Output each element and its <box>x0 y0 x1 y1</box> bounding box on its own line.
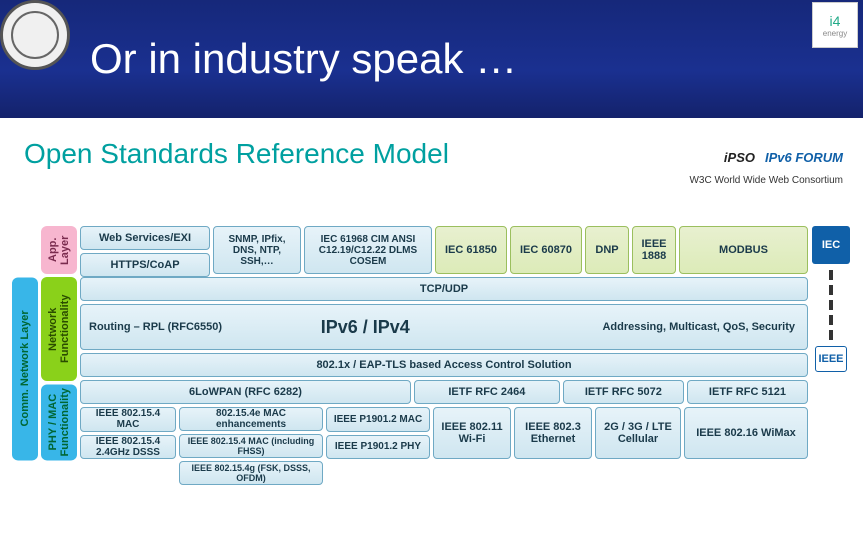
partner-logos: iPSO IPv6 FORUM W3C World Wide Web Conso… <box>643 150 843 186</box>
diagram-grid: Web Services/EXI HTTPS/CoAP SNMP, IPfix,… <box>80 226 808 460</box>
comm-layer-label: Comm. Network Layer <box>12 277 38 460</box>
routing-text: Routing – RPL (RFC6550) <box>89 321 222 333</box>
cell-https-coap: HTTPS/CoAP <box>80 253 210 277</box>
cell-wifi: IEEE 802.11 Wi-Fi <box>433 407 511 459</box>
cell-802154-mac: IEEE 802.15.4 MAC <box>80 407 176 432</box>
cell-modbus: MODBUS <box>679 226 808 274</box>
slide-title: Or in industry speak … <box>90 35 517 83</box>
reference-model-diagram: Comm. Network Layer App. Layer Network F… <box>12 226 851 460</box>
cell-rfc2464: IETF RFC 2464 <box>414 380 560 404</box>
cell-routing: Routing – RPL (RFC6550) IPv6 / IPv4 Addr… <box>80 304 808 350</box>
cell-wimax: IEEE 802.16 WiMax <box>684 407 808 459</box>
cell-iec-cim: IEC 61968 CIM ANSI C12.19/C12.22 DLMS CO… <box>304 226 432 274</box>
cell-dnp: DNP <box>585 226 629 274</box>
cell-802154g: IEEE 802.15.4g (FSK, DSSS, OFDM) <box>179 461 323 485</box>
addr-text: Addressing, Multicast, QoS, Security <box>509 321 803 333</box>
iec-badge: IEC <box>812 226 850 264</box>
cell-rfc5121: IETF RFC 5121 <box>687 380 808 404</box>
cell-802154-fhss: IEEE 802.15.4 MAC (including FHSS) <box>179 434 323 458</box>
cell-snmp: SNMP, IPfix, DNS, NTP, SSH,… <box>213 226 301 274</box>
cell-iec61850: IEC 61850 <box>435 226 507 274</box>
ieee-badge: IEEE <box>815 346 846 372</box>
ipso-logo: iPSO <box>724 150 755 165</box>
seal-logo <box>0 0 70 70</box>
cell-ieee1888: IEEE 1888 <box>632 226 676 274</box>
title-bar: Or in industry speak … i4 energy <box>0 0 863 118</box>
cell-tcp-udp: TCP/UDP <box>80 277 808 301</box>
cell-6lowpan: 6LoWPAN (RFC 6282) <box>80 380 411 404</box>
cell-p19012-mac: IEEE P1901.2 MAC <box>326 407 430 432</box>
cell-eap: 802.1x / EAP-TLS based Access Control So… <box>80 353 808 377</box>
cell-802154-dsss: IEEE 802.15.4 2.4GHz DSSS <box>80 435 176 460</box>
cell-cellular: 2G / 3G / LTE Cellular <box>595 407 681 459</box>
cell-rfc5072: IETF RFC 5072 <box>563 380 684 404</box>
w3c-logo: W3C World Wide Web Consortium <box>689 175 843 186</box>
cell-802154e: 802.15.4e MAC enhancements <box>179 407 323 431</box>
ipv6-text: IPv6 / IPv4 <box>222 317 508 338</box>
cell-p19012-phy: IEEE P1901.2 PHY <box>326 435 430 460</box>
i4-energy-logo: i4 energy <box>812 2 858 48</box>
energy-text: energy <box>823 29 847 38</box>
ietf-icon <box>822 270 840 340</box>
network-func-label: Network Functionality <box>41 277 77 381</box>
cell-ethernet: IEEE 802.3 Ethernet <box>514 407 592 459</box>
phy-mac-label: PHY / MAC Functionality <box>41 384 77 460</box>
ipv6-forum-logo: IPv6 FORUM <box>765 150 843 165</box>
app-layer-label: App. Layer <box>41 226 77 274</box>
cell-web-services: Web Services/EXI <box>80 226 210 250</box>
standards-body-rail: IEC IEEE <box>811 226 851 460</box>
i4-text: i4 <box>830 13 841 29</box>
cell-iec60870: IEC 60870 <box>510 226 582 274</box>
